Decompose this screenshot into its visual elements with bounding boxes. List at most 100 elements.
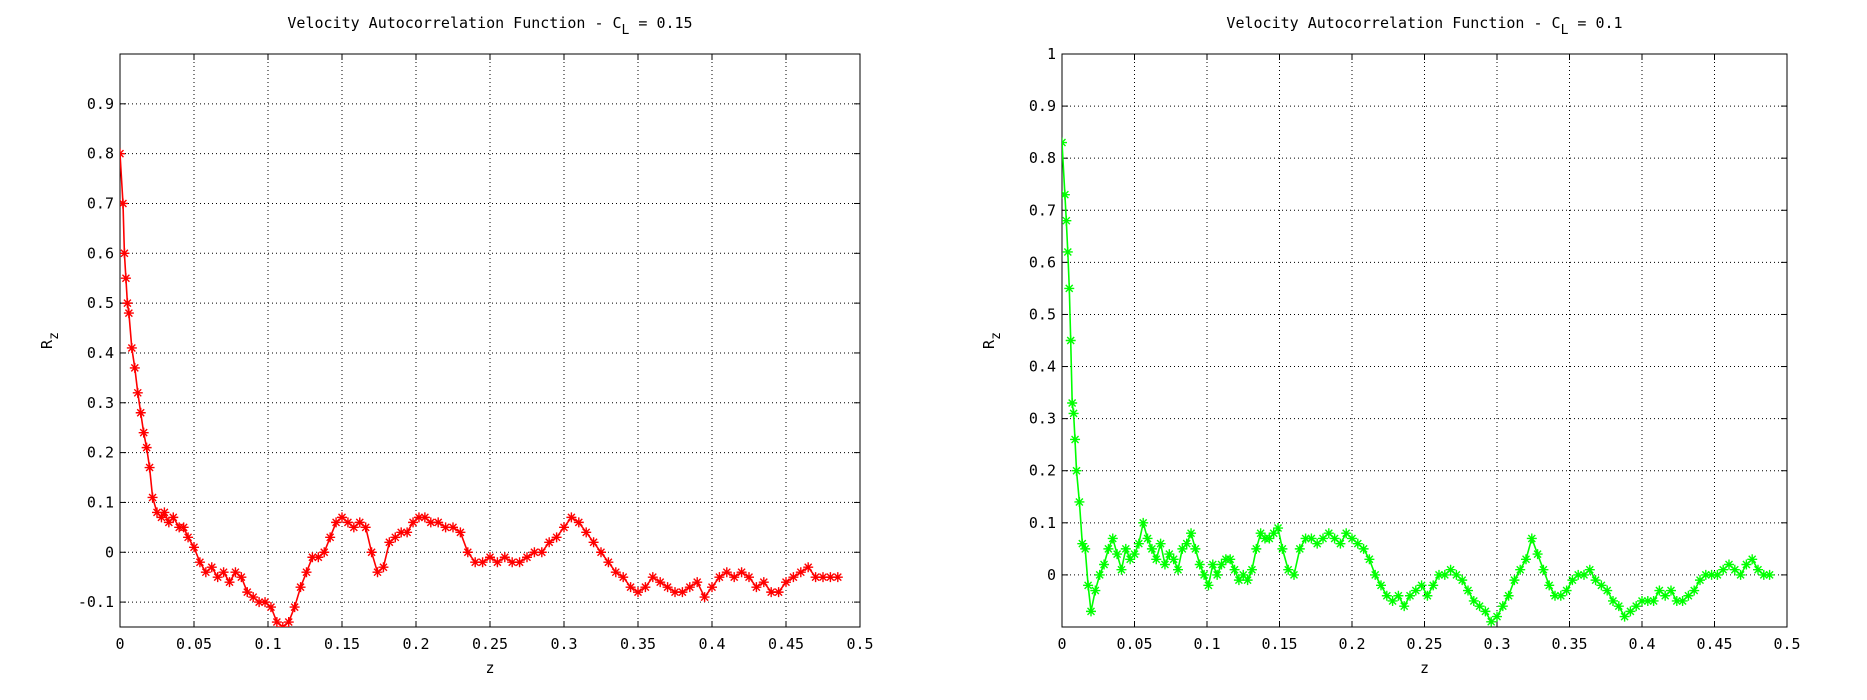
y-tick-label: 0.4 [87,344,114,362]
data-point-marker [1532,549,1543,560]
data-point-marker [1758,569,1769,580]
data-point-marker [551,532,562,543]
data-point-marker [1164,549,1175,560]
data-point-marker [1660,590,1671,601]
data-point-marker [1399,601,1410,612]
x-tick-label: 0.2 [1338,635,1365,653]
y-tick-label: 0.9 [1029,97,1056,115]
x-tick-label: 0.4 [698,635,725,653]
data-point-marker [123,308,134,319]
data-point-marker [721,567,732,578]
x-tick-label: 0.15 [324,635,360,653]
data-point-marker [1318,533,1328,544]
y-tick-label: 0.3 [87,394,114,412]
data-point-marker [1062,137,1067,148]
data-point-marker [1358,543,1369,554]
x-tick-label: 0 [115,635,124,653]
data-point-marker [1086,606,1096,617]
data-point-marker [662,582,673,593]
plot-frame [119,53,861,628]
data-point-marker [581,527,592,538]
y-tick-label: 0.3 [1029,410,1056,428]
data-point-marker [425,517,436,528]
data-point-marker [1181,538,1192,549]
data-series [1062,137,1775,627]
data-point-marker [522,552,532,563]
data-point-marker [1133,538,1144,549]
data-point-marker [455,527,466,538]
data-point-marker [751,582,762,593]
data-point-marker [126,342,137,353]
data-point-marker [499,552,510,563]
data-point-marker [544,537,555,548]
data-point-marker [1062,215,1072,226]
x-tick-label: 0.15 [1261,635,1297,653]
data-point-marker [603,557,614,568]
data-point-marker [633,587,643,598]
data-point-marker [610,567,621,578]
chart-panel-2: 0 0.05 0.1 0.15 0.2 0.25 0.3 0.35 0.4 0.45 0.5 0 0.1… [980,14,1801,677]
data-point-marker [1474,601,1485,612]
data-point-marker [1428,580,1439,591]
data-point-marker [1666,585,1676,596]
y-tick-label: 0.1 [1029,514,1056,532]
data-point-marker [1094,569,1105,580]
data-point-marker [159,507,170,518]
data-point-marker [1579,569,1589,580]
y-tick-label: 0.6 [87,244,114,262]
x-tick-label: 0.25 [472,635,508,653]
data-point-marker [1341,528,1352,539]
data-point-marker [1238,569,1249,580]
data-point-marker [1625,606,1636,617]
x-tick-label: 0.45 [768,635,804,653]
data-point-marker [1712,569,1723,580]
data-point-marker [331,517,342,528]
data-point-marker [120,273,131,284]
data-point-marker [1068,408,1079,419]
data-point-marker [1251,543,1262,554]
x-axis-label: z [485,659,494,677]
data-point-marker [1608,595,1618,606]
data-point-marker [1381,590,1392,601]
data-point-marker [1706,569,1717,580]
data-point-marker [1268,528,1279,539]
data-point-marker [1480,606,1491,617]
data-point-marker [1486,616,1497,627]
data-point-marker [1083,580,1094,591]
data-point-marker [384,537,395,548]
data-point-marker [156,512,167,523]
x-tick-label: 0.5 [846,635,873,653]
x-tick-label: 0.5 [1773,635,1800,653]
data-point-marker [1683,590,1694,601]
data-point-marker [1416,580,1427,591]
data-point-marker [1233,575,1244,586]
data-point-marker [194,557,205,568]
data-point-marker [163,517,174,528]
data-point-marker [122,298,133,309]
data-point-marker [832,572,843,583]
data-point-marker [120,248,130,259]
x-tick-label: 0.1 [254,635,281,653]
data-point-marker [714,572,725,583]
data-point-marker [1521,554,1531,565]
data-point-marker [1077,538,1088,549]
data-point-marker [596,547,606,558]
data-point-marker [337,512,347,523]
data-point-marker [1138,517,1149,528]
y-tick-label: 1 [1047,45,1056,63]
data-point-marker [1764,569,1775,580]
data-point-marker [283,617,294,627]
data-point-marker [152,507,162,518]
data-point-marker [1065,335,1076,346]
data-point-marker [1116,564,1127,575]
data-point-marker [736,567,747,578]
data-point-marker [120,148,125,159]
data-point-marker [1567,575,1578,586]
y-tick-label: 0.6 [1029,253,1056,271]
data-point-marker [566,512,577,523]
data-point-marker [1602,585,1613,596]
data-point-marker [212,572,223,583]
data-point-marker [744,572,754,583]
data-point-marker [1718,564,1729,575]
data-point-marker [1099,559,1110,570]
